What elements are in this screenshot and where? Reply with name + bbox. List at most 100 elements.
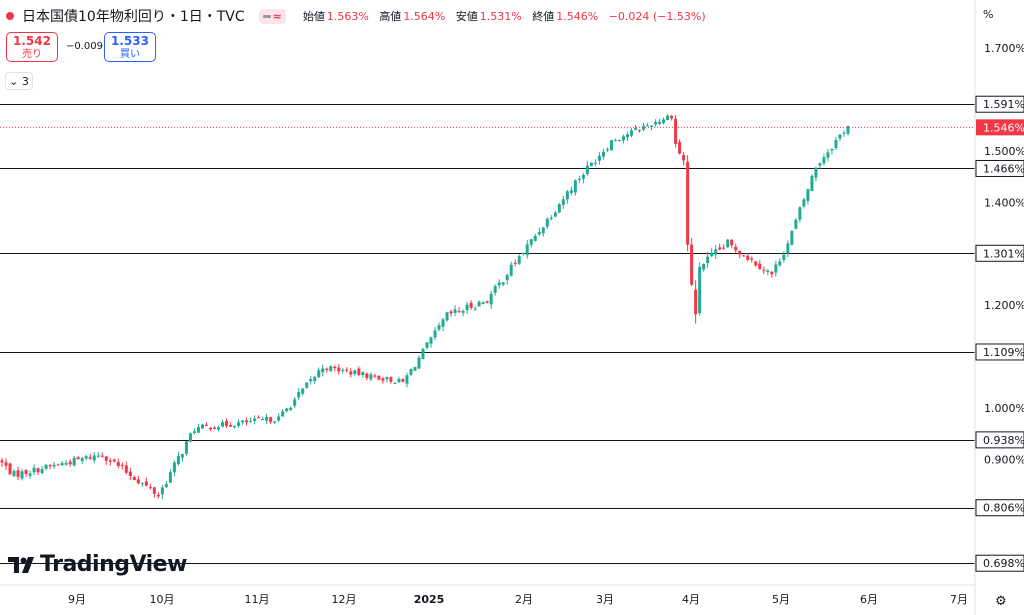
candle-body [473, 308, 477, 310]
x-tick-label: 12月 [332, 593, 357, 606]
candle-body [670, 115, 674, 119]
candle-body [654, 122, 658, 125]
spread-value: −0.009 [66, 41, 104, 52]
candle-body [617, 139, 621, 141]
symbol-title[interactable]: 日本国債10年物利回り・1日・TVC [22, 9, 245, 25]
candle-body [429, 337, 433, 344]
candle-body [365, 373, 369, 378]
candle-body [806, 188, 810, 201]
candle-body [309, 379, 313, 382]
candle-body [72, 457, 76, 466]
candle-body [48, 465, 52, 467]
candle-body [577, 178, 581, 180]
candle-body [545, 218, 549, 227]
indicators-toggle[interactable]: ⌄ 3 [5, 72, 33, 90]
candle-body [698, 266, 702, 314]
y-tick-label: 1.400% [984, 196, 1024, 209]
candle-body [176, 456, 180, 465]
candle-body [662, 119, 666, 124]
candle-body [152, 487, 156, 494]
candle-body [100, 455, 104, 457]
compare-toggle[interactable]: ≈ [258, 8, 286, 24]
candle-body [413, 366, 417, 371]
gear-icon[interactable]: ⚙ [995, 594, 1007, 609]
candle-body [846, 126, 850, 134]
ohlc-low-label: 安値 [455, 10, 478, 23]
ohlc-close-value: 1.546% [556, 10, 599, 23]
indicators-count: 3 [21, 75, 29, 88]
ohlc-low-value: 1.531% [479, 10, 522, 23]
candle-body [830, 148, 834, 151]
buy-button[interactable]: 1.533 買い [104, 32, 156, 62]
candle-body [245, 420, 249, 423]
candle-body [738, 251, 742, 255]
buy-price: 1.533 [111, 34, 149, 48]
candle-body [465, 304, 469, 311]
candle-body [188, 433, 192, 442]
candle-body [0, 460, 4, 463]
candle-body [108, 460, 112, 462]
candle-body [818, 163, 822, 166]
candle-body [798, 207, 802, 220]
level-label: 1.301% [983, 247, 1024, 260]
x-tick-label: 4月 [682, 593, 700, 606]
candle-body [557, 204, 561, 213]
candle-body [573, 180, 577, 193]
sell-button[interactable]: 1.542 売り [6, 32, 58, 62]
candle-body [674, 118, 678, 144]
candle-body [116, 461, 120, 467]
candle-body [597, 155, 601, 161]
candle-body [497, 282, 501, 286]
candle-body [16, 470, 20, 477]
candle-body [32, 467, 36, 473]
y-tick-label: 1.500% [984, 145, 1024, 158]
candle-body [786, 243, 790, 254]
x-tick-label: 2月 [515, 593, 533, 606]
candle-body [381, 378, 385, 381]
candle-body [8, 463, 12, 475]
candle-body [710, 252, 714, 257]
candle-body [650, 125, 654, 128]
buy-label: 買い [120, 49, 140, 60]
candle-body [213, 427, 217, 429]
x-tick-label: 10月 [150, 593, 175, 606]
sell-price: 1.542 [13, 34, 51, 48]
candle-body [585, 165, 589, 174]
candle-body [609, 140, 613, 151]
x-tick-label: 9月 [68, 593, 86, 606]
candle-body [40, 469, 44, 474]
candle-body [702, 263, 706, 270]
candle-body [333, 366, 337, 369]
candle-body [4, 462, 8, 466]
candle-body [353, 370, 357, 374]
current-price-label: 1.546% [983, 121, 1024, 134]
candle-body [345, 369, 349, 371]
candle-body [782, 254, 786, 260]
candle-body [184, 441, 188, 454]
candle-body [625, 134, 629, 138]
candle-body [208, 427, 212, 430]
candle-body [405, 375, 409, 384]
candle-body [605, 149, 609, 151]
candle-body [60, 462, 64, 466]
candle-body [393, 383, 397, 385]
market-status-icon [6, 12, 14, 20]
candle-body [441, 319, 445, 327]
candle-body [84, 456, 88, 459]
candle-body [421, 349, 425, 360]
candle-body [770, 271, 774, 275]
candle-body [834, 140, 838, 148]
candle-body [461, 310, 465, 313]
candle-body [690, 244, 694, 285]
candle-body [180, 454, 184, 458]
candle-body [253, 418, 257, 421]
candle-body [621, 136, 625, 141]
candle-body [164, 484, 168, 488]
y-tick-label: 0.900% [984, 453, 1024, 466]
candle-body [525, 244, 529, 256]
candle-body [694, 289, 698, 315]
candle-body [233, 426, 237, 428]
y-tick-label: 1.200% [984, 299, 1024, 312]
candle-body [144, 481, 148, 486]
